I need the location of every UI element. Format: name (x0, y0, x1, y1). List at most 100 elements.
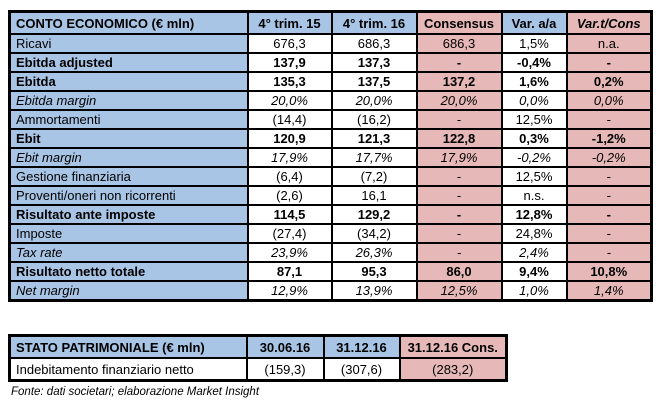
cell-value: 16,1 (330, 185, 418, 206)
cell-value: n.s. (500, 185, 568, 206)
cell-value: 20,0% (246, 90, 333, 111)
cell-value: 1,5% (500, 33, 568, 54)
cell-value: 0,3% (500, 128, 568, 149)
cell-value: 9,4% (500, 261, 568, 282)
cell-value: 1,4% (565, 280, 653, 302)
table-row: Ebitda margin 20,0% 20,0% 20,0% 0,0% 0,0% (8, 90, 653, 111)
cell-value: 23,9% (246, 242, 333, 263)
cell-value: 135,3 (246, 71, 333, 92)
table-row: Ebit 120,9 121,3 122,8 0,3% -1,2% (8, 128, 653, 149)
cell-value: 0,2% (565, 71, 653, 92)
cell-value: 676,3 (246, 33, 333, 54)
cell-value: 12,5% (500, 109, 568, 130)
column-header-31-12-16: 31.12.16 (322, 334, 401, 359)
cell-value: -0,2% (565, 147, 653, 168)
cell-value: 137,3 (330, 52, 418, 73)
row-label: Ebitda adjusted (8, 52, 249, 73)
income-statement-header-row: CONTO ECONOMICO (€ mln) 4° trim. 15 4° t… (8, 10, 653, 35)
cell-value: (6,4) (246, 166, 333, 187)
table-row: Proventi/oneri non ricorrenti (2,6) 16,1- n… (8, 185, 653, 206)
cell-value: 17,9% (246, 147, 333, 168)
cell-value: (14,4) (246, 109, 333, 130)
row-label: Proventi/oneri non ricorrenti (8, 185, 249, 206)
cell-value: - (415, 52, 503, 73)
cell-value: (159,3) (245, 357, 325, 382)
cell-value: 137,5 (330, 71, 418, 92)
cell-value: 122,8 (415, 128, 503, 149)
table-row: Net margin 12,9% 13,9% 12,5% 1,0% 1,4% (8, 280, 653, 302)
cell-value: (2,6) (246, 185, 333, 206)
column-header-31-12-16-cons: 31.12.16 Cons. (398, 334, 508, 359)
column-header-var-vs-consensus: Var.t/Cons (565, 10, 653, 35)
cell-value: 0,0% (500, 90, 568, 111)
table-row: Risultato ante imposte 114,5 129,2-12,8% - (8, 204, 653, 225)
cell-value: 20,0% (330, 90, 418, 111)
cell-value: 1,6% (500, 71, 568, 92)
table-row: Tax rate 23,9% 26,3% -2,4% - (8, 242, 653, 263)
cell-value: - (415, 204, 503, 225)
row-label: Gestione finanziaria (8, 166, 249, 187)
balance-sheet-header-row: STATO PATRIMONIALE (€ mln) 30.06.16 31.1… (8, 334, 508, 359)
cell-value: (307,6) (322, 357, 401, 382)
row-label: Risultato netto totale (8, 261, 249, 282)
cell-value: 114,5 (246, 204, 333, 225)
cell-value: - (415, 185, 503, 206)
row-label: Ebit margin (8, 147, 249, 168)
cell-value: (16,2) (330, 109, 418, 130)
table-row: Ricavi 676,3 686,3 686,3 1,5% n.a. (8, 33, 653, 54)
cell-value: 686,3 (415, 33, 503, 54)
cell-value: 686,3 (330, 33, 418, 54)
cell-value: - (415, 109, 503, 130)
column-header-var-yoy: Var. a/a (500, 10, 568, 35)
row-label: Ebitda (8, 71, 249, 92)
cell-value: 121,3 (330, 128, 418, 149)
column-header-consensus: Consensus (415, 10, 503, 35)
cell-value: 137,2 (415, 71, 503, 92)
cell-value: 26,3% (330, 242, 418, 263)
row-label: Ebit (8, 128, 249, 149)
table-row: Indebitamento finanziario netto (159,3) (3… (8, 357, 508, 382)
cell-value: - (415, 242, 503, 263)
cell-value: 17,7% (330, 147, 418, 168)
cell-value: 87,1 (246, 261, 333, 282)
column-header-30-06-16: 30.06.16 (245, 334, 325, 359)
cell-value: 12,8% (500, 204, 568, 225)
cell-value: - (565, 52, 653, 73)
cell-value: 12,5% (415, 280, 503, 302)
table-row: Ammortamenti (14,4) (16,2) -12,5% - (8, 109, 653, 130)
cell-value: 1,0% (500, 280, 568, 302)
cell-value: 2,4% (500, 242, 568, 263)
cell-value: - (565, 185, 653, 206)
row-label: Imposte (8, 223, 249, 244)
column-header-q4-15: 4° trim. 15 (246, 10, 333, 35)
cell-value: 120,9 (246, 128, 333, 149)
source-note: Fonte: dati societari; elaborazione Mark… (11, 386, 260, 398)
cell-value: 17,9% (415, 147, 503, 168)
balance-sheet-table: STATO PATRIMONIALE (€ mln) 30.06.16 31.1… (8, 334, 508, 382)
income-statement-title: CONTO ECONOMICO (€ mln) (8, 10, 249, 35)
cell-value: -1,2% (565, 128, 653, 149)
cell-value: - (565, 242, 653, 263)
table-row: Imposte (27,4) (34,2) -24,8% - (8, 223, 653, 244)
column-header-q4-16: 4° trim. 16 (330, 10, 418, 35)
cell-value: - (565, 223, 653, 244)
cell-value: 12,5% (500, 166, 568, 187)
table-row: Gestione finanziaria (6,4) (7,2) -12,5% - (8, 166, 653, 187)
row-label: Tax rate (8, 242, 249, 263)
row-label: Ammortamenti (8, 109, 249, 130)
income-statement-table: CONTO ECONOMICO (€ mln) 4° trim. 15 4° t… (8, 10, 653, 302)
cell-value: 20,0% (415, 90, 503, 111)
row-label: Indebitamento finanziario netto (8, 357, 248, 382)
table-row: Ebitda 135,3 137,5 137,2 1,6% 0,2% (8, 71, 653, 92)
cell-value: 13,9% (330, 280, 418, 302)
cell-value: 86,0 (415, 261, 503, 282)
row-label: Net margin (8, 280, 249, 302)
row-label: Risultato ante imposte (8, 204, 249, 225)
cell-value: (283,2) (398, 357, 508, 382)
cell-value: - (415, 223, 503, 244)
balance-sheet-title: STATO PATRIMONIALE (€ mln) (8, 334, 248, 359)
cell-value: 24,8% (500, 223, 568, 244)
table-row: Ebit margin 17,9% 17,7% 17,9% -0,2% -0,2% (8, 147, 653, 168)
cell-value: 95,3 (330, 261, 418, 282)
cell-value: - (565, 166, 653, 187)
